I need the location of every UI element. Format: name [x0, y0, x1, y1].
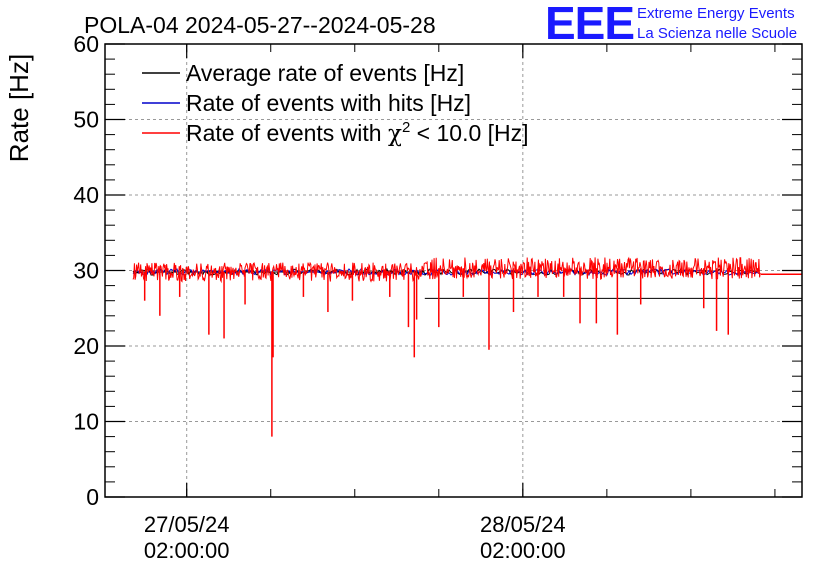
- logo-mark: EEE: [545, 0, 635, 49]
- legend: Average rate of events [Hz] Rate of event…: [142, 60, 529, 147]
- series-chi2-line-day2: [426, 256, 761, 281]
- y-tick-label: 10: [73, 409, 99, 435]
- x-tick-label-date: 27/05/24: [144, 512, 230, 537]
- series-chi2-line-day1: [132, 261, 428, 284]
- legend-label-2: Rate of events with χ2 < 10.0 [Hz]: [186, 119, 529, 147]
- y-axis-label: Rate [Hz]: [4, 54, 34, 162]
- x-tick-label-time: 02:00:00: [480, 538, 566, 563]
- y-tick-label: 60: [73, 31, 99, 57]
- y-tick-label: 20: [73, 333, 99, 359]
- logo-line-1: Extreme Energy Events: [637, 5, 795, 22]
- y-tick-label: 40: [73, 182, 99, 208]
- legend-label-0: Average rate of events [Hz]: [186, 60, 464, 86]
- legend-label-suffix: < 10.0 [Hz]: [410, 120, 528, 146]
- logo-line-2: La Scienza nelle Scuole: [637, 25, 798, 42]
- x-tick-label-time: 02:00:00: [144, 538, 230, 563]
- logo-text: Extreme Energy Events La Scienza nelle S…: [637, 4, 797, 44]
- y-tick-label: 50: [73, 107, 99, 133]
- y-tick-label: 0: [86, 484, 99, 510]
- legend-label-prefix: Rate of events with: [186, 120, 388, 146]
- chart-title: POLA-04 2024-05-27--2024-05-28: [84, 12, 436, 38]
- axes: 010203040506027/05/2402:00:0028/05/2402:…: [73, 31, 802, 563]
- x-tick-label-date: 28/05/24: [480, 512, 566, 537]
- plot-data: [132, 256, 802, 437]
- legend-label-1: Rate of events with hits [Hz]: [186, 90, 471, 116]
- y-tick-label: 30: [73, 258, 99, 284]
- legend-label-chi: χ: [388, 121, 402, 147]
- legend-label-sup: 2: [402, 119, 410, 136]
